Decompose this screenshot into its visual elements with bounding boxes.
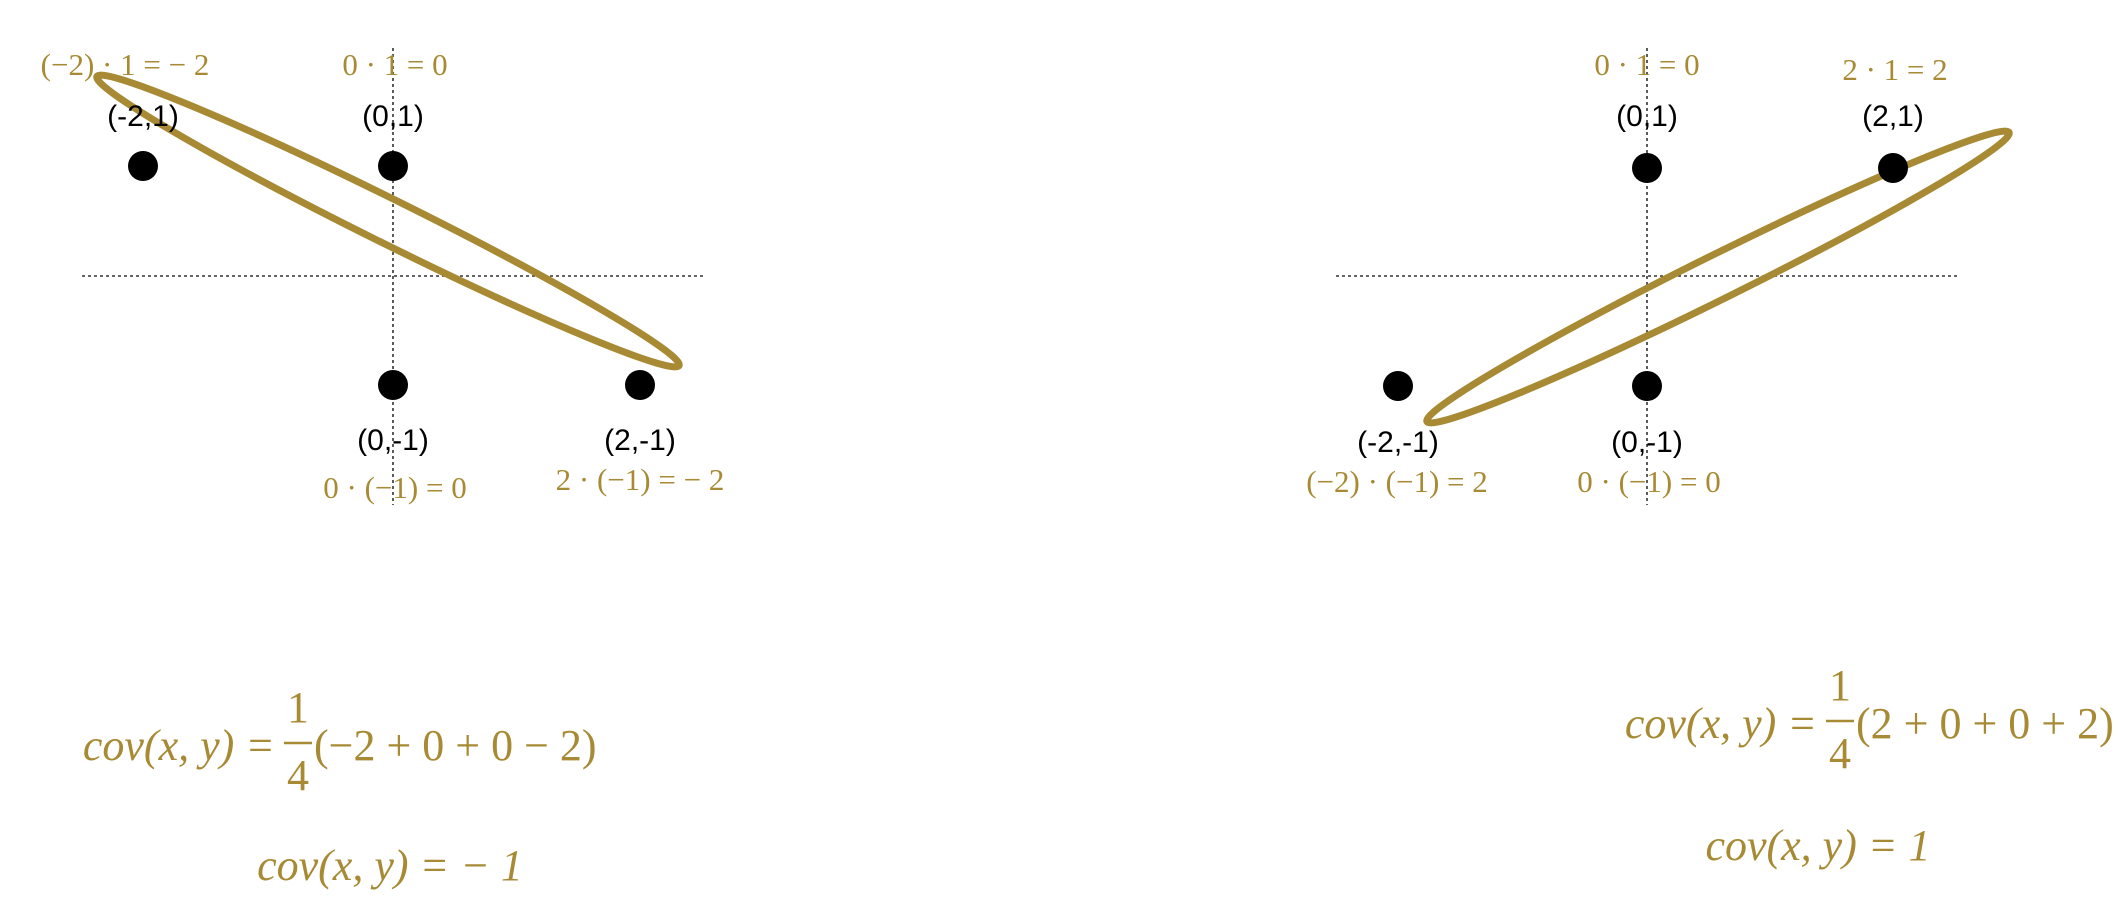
panel-negative: (-2,1) (0,1) (0,-1) (2,-1) (−2) · 1 = − … xyxy=(41,47,725,890)
formula-denominator: 4 xyxy=(287,751,309,800)
data-point xyxy=(378,370,408,400)
point-label: (0,-1) xyxy=(1611,426,1683,459)
data-point xyxy=(378,151,408,181)
data-point xyxy=(128,151,158,181)
formula-denominator: 4 xyxy=(1829,729,1851,778)
point-label: (-2,1) xyxy=(107,100,179,133)
product-label: 0 · 1 = 0 xyxy=(1594,47,1699,82)
formula-numerator: 1 xyxy=(287,683,309,732)
data-point xyxy=(1878,153,1908,183)
product-label: 2 · (−1) = − 2 xyxy=(556,462,725,497)
data-point xyxy=(625,370,655,400)
data-point xyxy=(1632,153,1662,183)
point-label: (2,1) xyxy=(1862,100,1924,133)
formula-rhs: (2 + 0 + 0 + 2) xyxy=(1856,699,2114,748)
product-label: (−2) · 1 = − 2 xyxy=(41,47,210,82)
covariance-result: cov(x, y) = − 1 xyxy=(257,841,523,890)
data-point xyxy=(1632,371,1662,401)
point-label: (0,1) xyxy=(1616,100,1678,133)
panel-positive: (0,1) (2,1) (-2,-1) (0,-1) 0 · 1 = 0 2 ·… xyxy=(1306,47,2114,870)
product-label: 0 · 1 = 0 xyxy=(342,47,447,82)
product-label: 2 · 1 = 2 xyxy=(1842,52,1947,87)
point-label: (-2,-1) xyxy=(1357,426,1439,459)
data-point xyxy=(1383,371,1413,401)
correlation-ellipse xyxy=(1423,127,2013,427)
covariance-formula: cov(x, y) = 1 4 (2 + 0 + 0 + 2) xyxy=(1625,661,2114,778)
correlation-ellipse xyxy=(93,71,683,371)
point-label: (0,-1) xyxy=(357,424,429,457)
covariance-formula: cov(x, y) = 1 4 (−2 + 0 + 0 − 2) xyxy=(83,683,597,800)
point-label: (0,1) xyxy=(362,100,424,133)
product-label: (−2) · (−1) = 2 xyxy=(1306,464,1488,499)
point-label: (2,-1) xyxy=(604,424,676,457)
formula-lhs: cov(x, y) = xyxy=(1625,699,1817,748)
product-label: 0 · (−1) = 0 xyxy=(323,470,466,505)
formula-rhs: (−2 + 0 + 0 − 2) xyxy=(314,721,597,770)
formula-lhs: cov(x, y) = xyxy=(83,721,275,770)
formula-numerator: 1 xyxy=(1829,661,1851,710)
covariance-result: cov(x, y) = 1 xyxy=(1705,821,1930,870)
product-label: 0 · (−1) = 0 xyxy=(1577,464,1720,499)
